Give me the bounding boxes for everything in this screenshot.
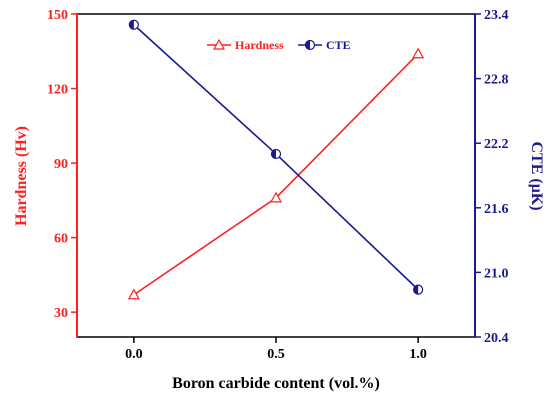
legend-label-cte: CTE (326, 38, 351, 52)
x-axis-title: Boron carbide content (vol.%) (172, 375, 380, 392)
y-right-tick-label: 23.4 (484, 8, 509, 23)
y-right-tick-label: 21.0 (484, 266, 509, 281)
y-left-tick-label: 60 (54, 232, 68, 247)
point-cte-fill (413, 285, 419, 295)
y-right-tick-label: 21.6 (484, 202, 509, 217)
point-cte-fill (129, 20, 134, 30)
y-left-tick-label: 150 (47, 8, 68, 23)
y-right-tick-label: 22.2 (484, 137, 509, 152)
y-left-tick-label: 90 (54, 157, 68, 172)
legend-label-hardness: Hardness (235, 38, 284, 52)
y-left-tick-label: 30 (54, 306, 68, 321)
legend-marker-cte-fill (305, 40, 310, 50)
series-line-hardness (133, 53, 419, 296)
y-left-tick-label: 120 (47, 83, 68, 98)
x-tick-label: 0.5 (267, 347, 285, 362)
point-hardness (269, 191, 283, 203)
point-cte-fill (271, 149, 276, 159)
y-right-tick-label: 20.4 (484, 331, 509, 346)
y-right-tick-label: 22.8 (484, 73, 509, 88)
x-tick-label: 1.0 (409, 347, 427, 362)
x-tick-label: 0.0 (125, 347, 143, 362)
y-axis-title-left: Hardness (Hv) (13, 126, 30, 226)
point-hardness (412, 47, 425, 59)
point-hardness (127, 288, 140, 300)
legend-marker-hardness (212, 38, 226, 50)
y-axis-title-right: CTE (μK) (528, 141, 545, 210)
